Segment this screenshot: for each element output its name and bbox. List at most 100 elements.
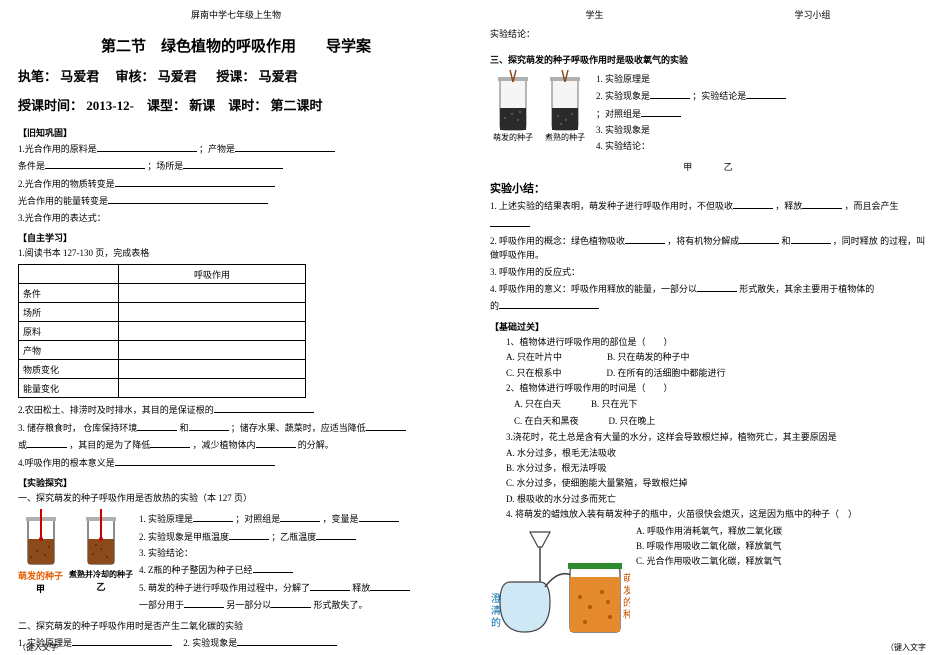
q1ab: A. 只在叶片中 B. 只在萌发的种子中 — [490, 350, 926, 364]
e3l1: 1. 实验原理是 — [596, 74, 650, 84]
e3l2a: 2. 实验现象是 — [596, 91, 650, 101]
review-line-2: 条件是 ；场所是 — [18, 158, 454, 173]
therm-a: 萌发的种子 甲 — [18, 509, 63, 595]
jar-a: 萌发的种子 — [490, 70, 536, 143]
l3c: 和 — [180, 423, 189, 433]
l3d: ；储存水果、蔬菜时，应适当降低 — [231, 423, 366, 433]
e1p2b: ；乙瓶温度 — [271, 532, 316, 542]
rev5: 3.光合作用的表达式： — [18, 213, 106, 223]
blank — [253, 562, 293, 573]
writer-name: 马爱君 — [60, 69, 99, 84]
rev1b: ；产物是 — [199, 144, 235, 154]
q3: 3.浇花时，花土总是含有大量的水分，这样会导致根烂掉，植物死亡，其主要原因是 — [490, 430, 926, 444]
e1p5b: 一部分用于 另一部分以 形式散失了。 — [139, 597, 454, 612]
row-label: 物质变化 — [19, 360, 119, 379]
s2c: 和 — [782, 236, 791, 246]
table-row: 场所 — [19, 303, 306, 322]
blank — [235, 141, 335, 152]
right-column: 学生 学习小组 实验结论： 三、探究萌发的种子呼吸作用时是吸收氧气的实验 — [472, 0, 944, 655]
blank — [214, 402, 314, 413]
blank — [137, 420, 177, 431]
l3h: 的分解。 — [298, 440, 334, 450]
footer-left: （键入文字 — [18, 642, 58, 653]
svg-text:的: 的 — [490, 615, 501, 627]
blank — [108, 193, 268, 204]
e1p2: 2. 实验现象是甲瓶温度 ；乙瓶温度 — [139, 529, 454, 544]
period-label: 课时： — [228, 98, 267, 113]
reviewer-label: 审核： — [116, 69, 155, 84]
e3l5: 4. 实验结论： — [596, 141, 650, 151]
q1d: D. 在所有的活细胞中都能进行 — [607, 368, 726, 378]
row-label: 场所 — [19, 303, 119, 322]
jar-diagram: 萌发的种子 煮熟的种子 — [490, 70, 588, 143]
table-row: 物质变化 — [19, 360, 306, 379]
apparatus-icon: 澄 清 的 萌 发 的 种 — [490, 527, 630, 637]
svg-text:种: 种 — [623, 608, 630, 621]
q1: 1、植物体进行呼吸作用的部位是（ ） — [490, 335, 926, 349]
blank — [115, 455, 275, 466]
rev1a: 1.光合作用的原料是 — [18, 144, 97, 154]
authors-line: 执笔： 马爱君 审核： 马爱君 授课： 马爱君 — [18, 66, 454, 85]
jar-lbl-b: 乙 — [724, 162, 733, 172]
blank — [791, 233, 831, 244]
q1cd: C. 只在根系中 D. 在所有的活细胞中都能进行 — [490, 366, 926, 380]
review-line-3: 2.光合作用的物质转变是 — [18, 176, 454, 191]
header-school: 屏南中学七年级上生物 — [191, 8, 281, 21]
e1p3a: 3. 实验结论： — [139, 548, 193, 558]
rev4: 光合作用的能量转变是 — [18, 196, 108, 206]
e3-4: 3. 实验现象是 — [596, 123, 926, 137]
jar-b-icon — [542, 70, 588, 132]
l4: 4.呼吸作用的根本意义是 — [18, 458, 115, 468]
table-row: 产物 — [19, 341, 306, 360]
date-label: 授课时间： — [18, 98, 83, 113]
q3d: D. 根吸收的水分过多而死亡 — [490, 492, 926, 506]
type-value: 新课 — [189, 98, 215, 113]
blank — [280, 511, 320, 522]
therm-b-label: 乙 — [97, 580, 106, 593]
therm-b: 煮熟并冷却的种子 乙 — [69, 509, 133, 595]
therm-b-caption: 煮熟并冷却的种子 — [69, 569, 133, 580]
left-column: 屏南中学七年级上生物 第二节 绿色植物的呼吸作用 导学案 执笔： 马爱君 审核：… — [0, 0, 472, 655]
thermometer-b-icon — [81, 509, 121, 569]
row-label: 产物 — [19, 341, 119, 360]
e1p3: 3. 实验结论： — [139, 546, 454, 560]
table-row: 条件 — [19, 284, 306, 303]
thermometer-diagram: 萌发的种子 甲 煮熟并冷却的种子 乙 — [18, 509, 133, 595]
blank — [650, 88, 690, 99]
q3c: C. 水分过多，使细胞能大量繁殖，导致根烂掉 — [490, 476, 926, 490]
l3e: 或 — [18, 440, 27, 450]
e2-1: 1. 实验原理是 2. 实验现象是 — [18, 635, 454, 650]
e1p5e: 形式散失了。 — [314, 600, 368, 610]
lines-2: 2.农田松土、排涝时及时排水，其目的是保证根的 — [18, 402, 454, 417]
blank — [316, 529, 356, 540]
blank — [45, 158, 145, 169]
review-line-4: 光合作用的能量转变是 — [18, 193, 454, 208]
blank — [27, 437, 67, 448]
selfstudy-heading: 【自主学习】 — [18, 231, 454, 244]
blank — [150, 437, 190, 448]
lines-4: 4.呼吸作用的根本意义是 — [18, 455, 454, 470]
blank — [115, 176, 275, 187]
teacher-label: 授课： — [216, 69, 255, 84]
q2-choices-2: C. 在白天和黑夜 D. 只在晚上 — [490, 413, 926, 429]
l3f: ，其目的是为了降低 — [69, 440, 150, 450]
rev2b: ；场所是 — [147, 161, 183, 171]
s2b: ，将有机物分解成 — [667, 236, 739, 246]
row-label: 能量变化 — [19, 379, 119, 398]
e1p1b: ；对照组是 — [235, 514, 280, 524]
e3l2b: ；实验结论是 — [692, 91, 746, 101]
blank — [310, 580, 350, 591]
q4b: B. 呼吸作用吸收二氧化碳，释放氧气 — [636, 539, 926, 553]
e1p5b: 释放 — [352, 583, 370, 593]
s1c: ，而且会产生 — [845, 201, 899, 211]
baseq-heading: 【基础过关】 — [490, 320, 926, 333]
e1p1a: 1. 实验原理是 — [139, 514, 193, 524]
blank — [697, 281, 737, 292]
blank — [183, 158, 283, 169]
header-left: 屏南中学七年级上生物 — [18, 8, 454, 21]
table-row: 原料 — [19, 322, 306, 341]
page-title: 第二节 绿色植物的呼吸作用 导学案 — [18, 35, 454, 56]
sum-2: 2. 呼吸作用的概念：绿色植物吸收 ，将有机物分解成 和 ，同时释放 的过程，叫… — [490, 233, 926, 263]
e1p5d: 另一部分以 — [226, 600, 271, 610]
blank — [625, 233, 665, 244]
